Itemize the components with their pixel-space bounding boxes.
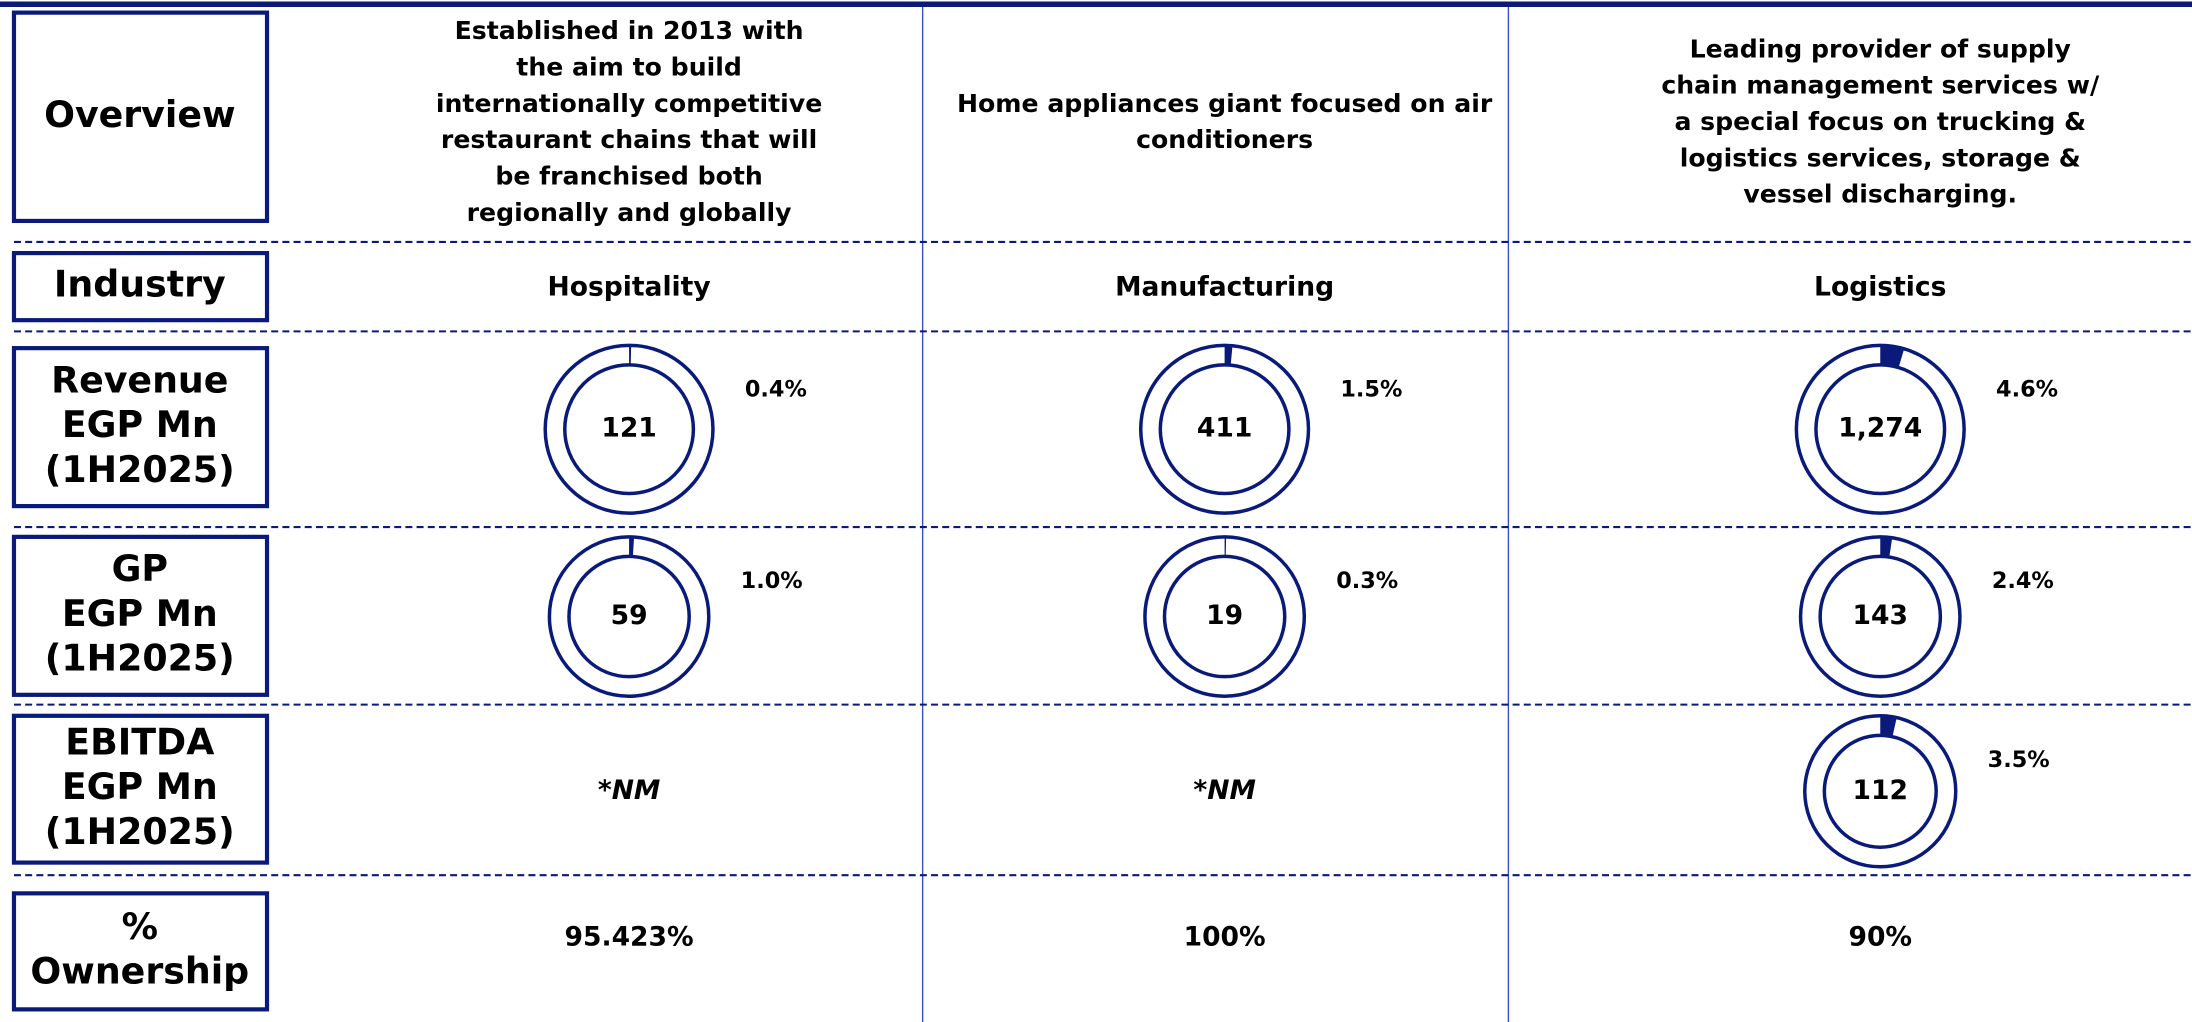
donut-share xyxy=(1224,345,1233,366)
cell-text: a special focus on trucking & xyxy=(1674,107,2086,136)
donut-share xyxy=(1880,345,1905,368)
cell-text: internationally competitive xyxy=(436,89,822,118)
row-label: EGP Mn xyxy=(62,403,218,446)
donut xyxy=(1798,535,1962,698)
share-label: 3.5% xyxy=(1988,747,2050,773)
row-label-box xyxy=(11,10,270,224)
cell-text: Logistics xyxy=(1814,272,1946,303)
not-meaningful: *NM xyxy=(1193,775,1256,806)
row-label: (1H2025) xyxy=(45,448,235,491)
row-label: EGP Mn xyxy=(62,765,218,808)
row-label-box xyxy=(11,891,270,1012)
donut-inner xyxy=(567,554,691,679)
cell-text: Home appliances giant focused on air xyxy=(957,89,1493,118)
cell-text: conditioners xyxy=(1136,125,1313,154)
cell-text: logistics services, storage & xyxy=(1680,143,2081,172)
cell-text: 95.423% xyxy=(565,922,694,953)
cell-text: Hospitality xyxy=(547,272,710,303)
donut-value: 121 xyxy=(601,413,656,444)
share-label: 2.4% xyxy=(1992,568,2054,594)
donut-share xyxy=(629,345,632,365)
donut-value: 143 xyxy=(1853,600,1908,631)
donut-inner xyxy=(563,363,696,496)
row-label: Ownership xyxy=(30,950,249,993)
cell-text: 90% xyxy=(1848,922,1912,953)
donut-outer xyxy=(543,343,715,515)
row-label: (1H2025) xyxy=(45,810,235,853)
row-label-box xyxy=(11,346,270,509)
share-label: 4.6% xyxy=(1996,377,2058,403)
cell-text: 100% xyxy=(1184,922,1266,953)
row-label: Revenue xyxy=(51,358,228,401)
donut-value: 1,274 xyxy=(1838,413,1922,444)
share-label: 1.5% xyxy=(1340,377,1402,403)
donut-share xyxy=(629,536,635,557)
cell-text: vessel discharging. xyxy=(1743,180,2017,209)
cell-text: the aim to build xyxy=(516,53,742,82)
donut-value: 59 xyxy=(611,600,648,631)
donut-value: 19 xyxy=(1206,600,1243,631)
donut xyxy=(543,343,715,515)
row-label: Overview xyxy=(44,93,235,136)
row-label: EBITDA xyxy=(65,720,214,763)
donut xyxy=(1794,343,1966,515)
row-label-box xyxy=(11,713,270,865)
row-label: EGP Mn xyxy=(62,592,218,635)
cell-text: Manufacturing xyxy=(1115,272,1334,303)
not-meaningful: *NM xyxy=(598,775,661,806)
share-label: 0.4% xyxy=(745,377,807,403)
row-label: (1H2025) xyxy=(45,637,235,680)
donut-value: 411 xyxy=(1197,413,1252,444)
donut-outer xyxy=(547,535,711,698)
donut-value: 112 xyxy=(1853,775,1908,806)
donut xyxy=(547,535,711,698)
row-label: % xyxy=(122,905,158,948)
row-label: Industry xyxy=(54,263,226,306)
share-label: 0.3% xyxy=(1336,568,1398,594)
row-label: GP xyxy=(112,547,168,590)
donut xyxy=(1803,714,1958,869)
row-dividers xyxy=(13,240,2192,877)
share-label: 1.0% xyxy=(741,568,803,594)
cell-text: restaurant chains that will xyxy=(441,125,817,154)
donut-share xyxy=(1880,715,1897,737)
donut xyxy=(1138,343,1311,515)
cell-text: be franchised both xyxy=(495,162,763,191)
cell-text: chain management services w/ xyxy=(1661,71,2100,100)
cell-text: Established in 2013 with xyxy=(455,16,804,45)
cell-text: regionally and globally xyxy=(467,198,792,227)
row-label-box xyxy=(11,534,270,697)
donut-share xyxy=(1880,536,1893,558)
donut xyxy=(1143,535,1307,698)
donut-share xyxy=(1224,536,1227,557)
cell-text: Leading provider of supply xyxy=(1690,34,2071,63)
row-label-box xyxy=(11,250,270,323)
